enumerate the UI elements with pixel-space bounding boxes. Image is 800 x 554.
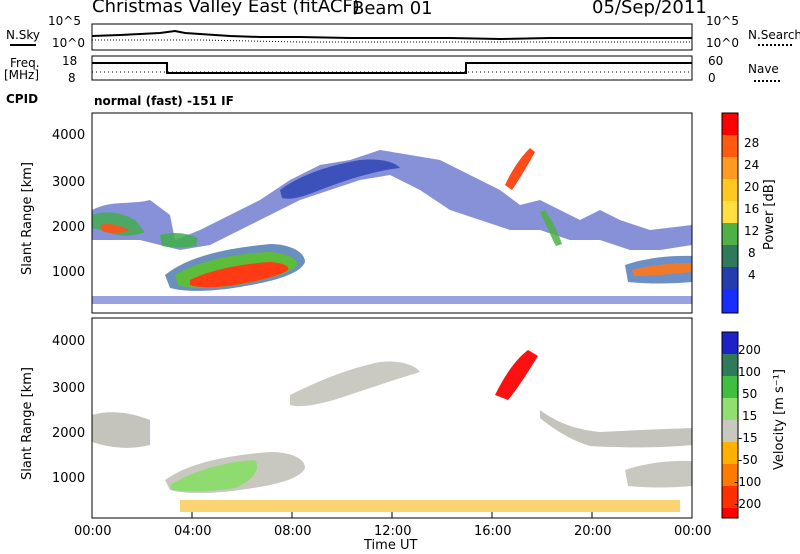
power-y-tick-4000: 4000 [52,128,86,143]
power-panel-frame [91,112,693,314]
power-y-label: Slant Range [km] [20,162,35,275]
velocity-panel [92,318,692,518]
power-upper-arc [280,159,400,199]
nsearch-trace [92,39,692,43]
cpid-text: normal (fast) -151 IF [94,94,234,108]
power-y-tick-3000: 3000 [52,175,86,190]
power-tick-24: 24 [744,158,760,172]
velocity-red-streak [495,350,538,400]
nave-tick-high: 60 [708,54,724,68]
x-axis-label: Time UT [364,538,418,553]
power-scale-label: Power [dB] [762,179,777,250]
velocity-green-patch [170,460,258,492]
noise-tick-left-low: 10^0 [52,36,85,50]
beam-label: Beam 01 [352,0,433,19]
velocity-tick-neg50: -50 [738,453,758,467]
noise-tick-right-low: 10^0 [706,36,739,50]
nsky-trace [91,29,692,41]
x-tick-2: 08:00 [274,524,312,539]
x-tick-1: 04:00 [174,524,212,539]
nave-tick-low: 0 [708,71,716,85]
x-axis-ticks [91,512,693,518]
power-ground-row [92,296,692,304]
velocity-tick-neg100: -100 [734,475,762,489]
nsky-legend-line [10,44,36,46]
velocity-colorbar [721,331,739,519]
power-tick-4: 4 [748,268,756,282]
freq-label: Freq. [10,56,40,70]
nave-legend-line [754,80,780,82]
power-panel [92,113,692,313]
x-tick-4: 16:00 [474,524,512,539]
x-tick-6: 00:00 [674,524,712,539]
velocity-gray-arc [290,361,420,407]
velocity-ground-row [180,500,680,512]
power-y-tick-2000: 2000 [52,220,86,235]
velocity-tick-neg15: -15 [738,431,758,445]
power-y-tick-1000: 1000 [52,265,86,280]
velocity-tick-neg200: -200 [734,497,762,511]
cpid-label: CPID [6,92,39,106]
x-tick-0: 00:00 [74,524,112,539]
power-arc-left-core [100,223,130,234]
noise-tick-right-high: 10^5 [706,14,739,28]
velocity-y-tick-4000: 4000 [52,334,86,349]
freq-tick-low: 8 [68,71,76,85]
velocity-y-label: Slant Range [km] [20,367,35,480]
velocity-gray-right [540,410,692,448]
power-tick-16: 16 [744,202,760,216]
velocity-gray-low-right [625,460,692,488]
power-green-streak [540,210,562,246]
freq-panel-frame [91,55,693,81]
velocity-gray-left [92,412,150,448]
velocity-scale-label: Velocity [m s⁻¹] [772,369,787,470]
nave-label: Nave [748,62,779,76]
velocity-tick-100: 100 [738,365,761,379]
power-right-echo-core [632,263,692,276]
velocity-y-tick-3000: 3000 [52,381,86,396]
nsearch-label: N.Search [748,28,800,42]
power-scatter-blue [92,150,692,250]
nsky-label: N.Sky [6,28,41,42]
freq-trace [92,62,692,74]
power-tick-28: 28 [744,136,760,150]
velocity-tick-200: 200 [738,343,761,357]
velocity-tick-50: 50 [742,387,758,401]
x-tick-5: 20:00 [574,524,612,539]
power-arc-2 [160,233,198,248]
nsearch-legend-line [758,44,792,46]
power-main-echo-core [190,262,289,288]
power-tick-12: 12 [744,224,760,238]
power-colorbar [721,112,739,314]
date-label: 05/Sep/2011 [592,0,707,18]
noise-tick-left-high: 10^5 [48,14,81,28]
velocity-y-tick-1000: 1000 [52,471,86,486]
freq-unit-label: [MHz] [4,68,40,82]
power-tick-8: 8 [748,246,756,260]
power-red-streak [505,148,535,190]
x-tick-3: 12:00 [374,524,412,539]
velocity-y-tick-2000: 2000 [52,426,86,441]
velocity-tick-15: 15 [742,409,758,423]
freq-tick-high: 18 [62,54,78,68]
station-title: Christmas Valley East (fitACF) [92,0,360,17]
power-tick-20: 20 [744,180,760,194]
